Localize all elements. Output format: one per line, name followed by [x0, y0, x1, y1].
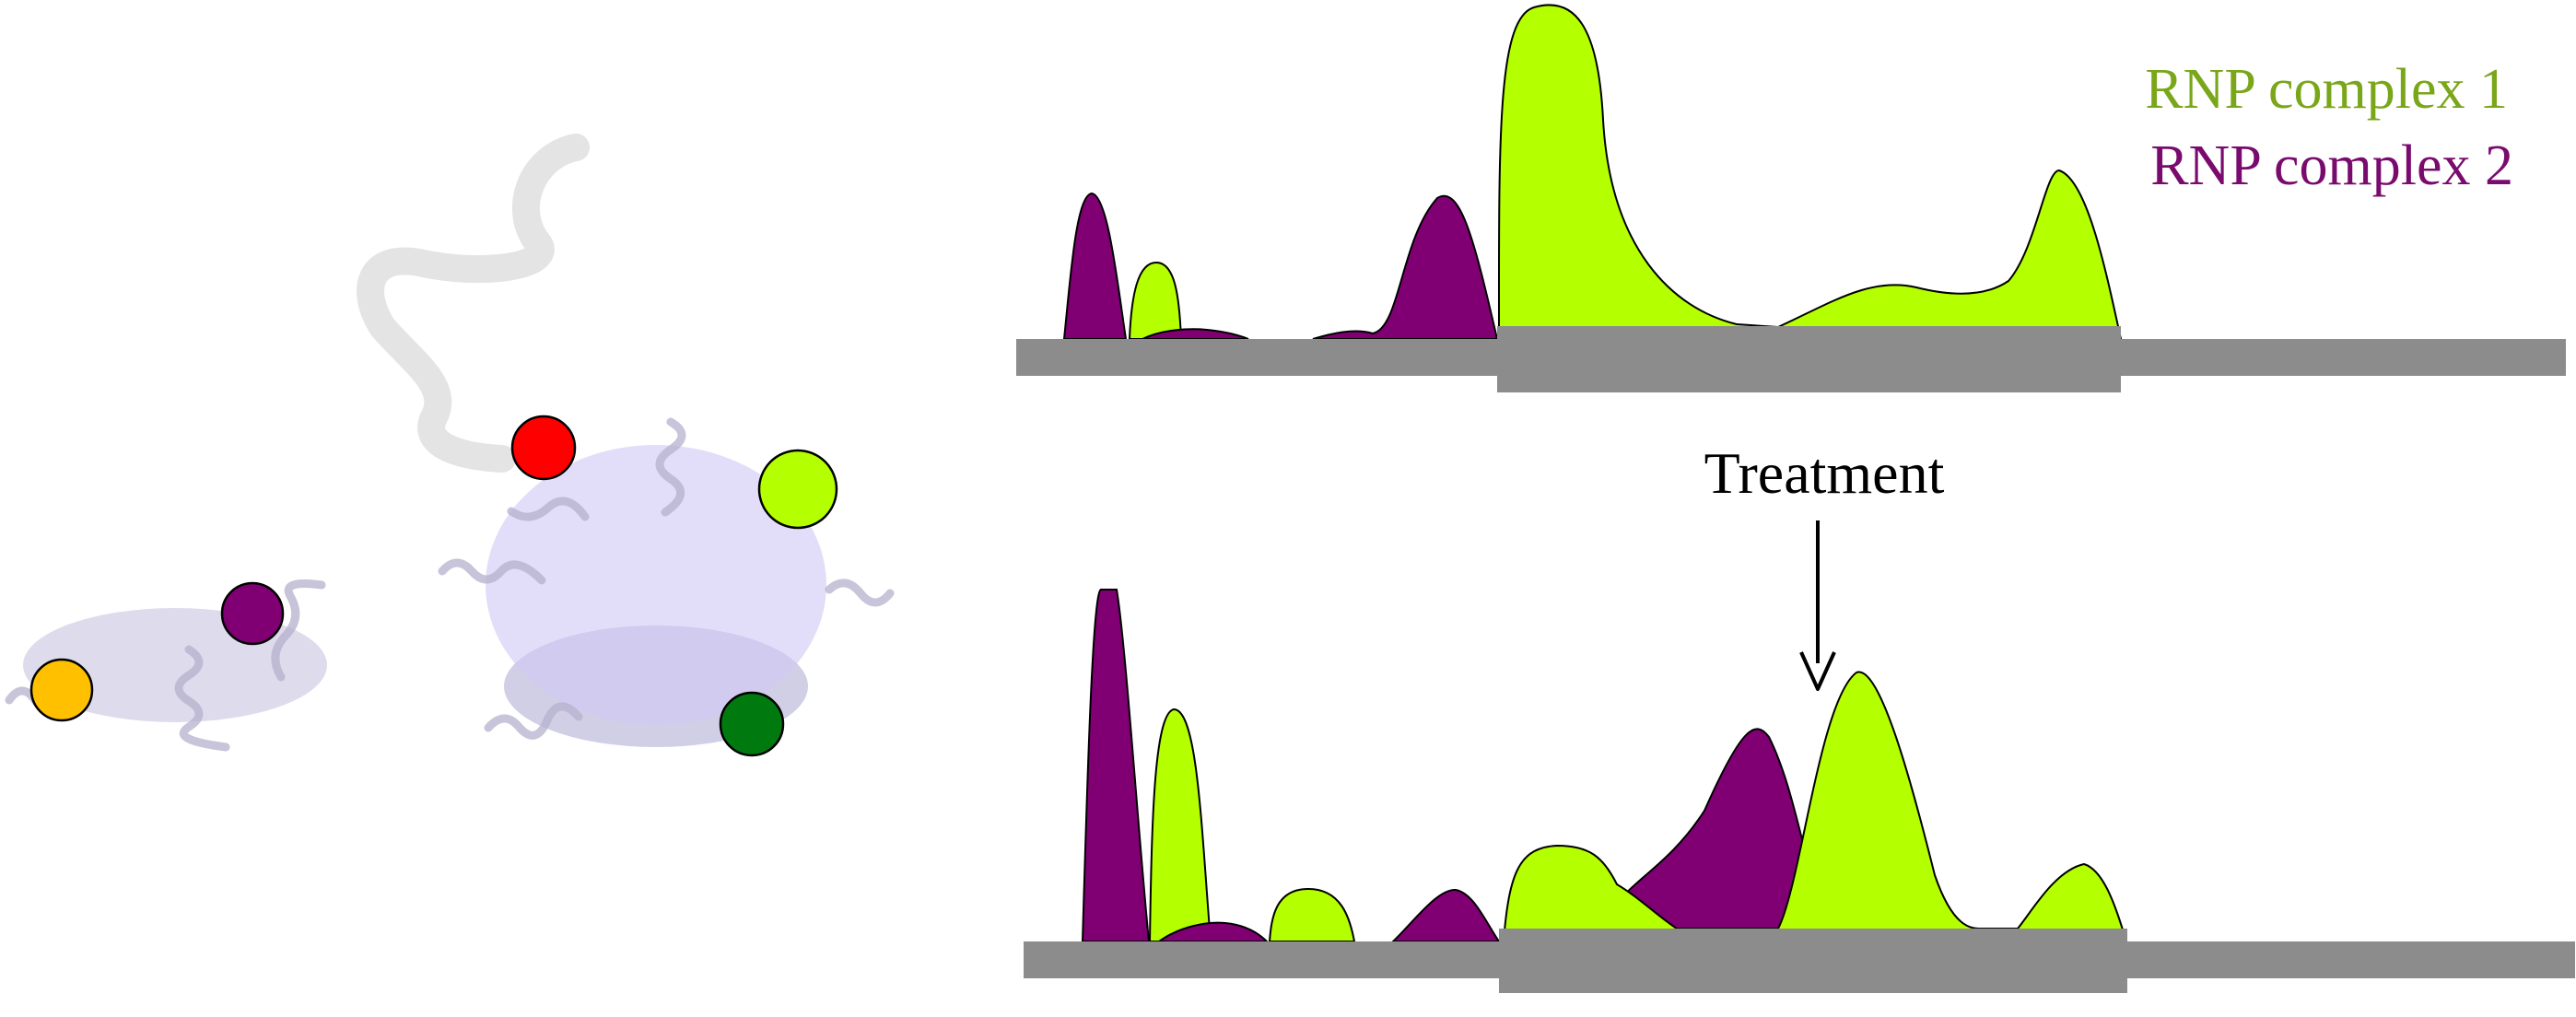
profile-after-treatment: [1024, 589, 2575, 993]
legend: RNP complex 1 RNP complex 2: [2145, 58, 2513, 197]
peak-complex2: [1081, 589, 1151, 942]
gradient-fraction-block: [1497, 326, 2121, 392]
rna-squiggle-icon: [484, 702, 583, 740]
rna-squiggle-icon: [174, 645, 230, 752]
protein-orange-icon: [29, 658, 94, 722]
peak-complex2: [1062, 192, 1128, 340]
peak-complex2: [1142, 328, 1249, 340]
gradient-fraction-block: [1499, 929, 2127, 993]
rna-squiggle-icon: [438, 558, 546, 585]
rna-squiggle-icon: [655, 417, 686, 517]
rna-squiggle-icon: [507, 497, 590, 521]
protein-purple-icon: [220, 581, 285, 646]
peak-complex1: [1502, 671, 2128, 942]
peak-complex1: [1148, 707, 1212, 942]
legend-complex1: RNP complex 1: [2145, 58, 2508, 121]
treatment-arrow-head-icon: [1799, 651, 1836, 691]
protein-red-icon: [510, 415, 577, 481]
legend-complex2: RNP complex 2: [2150, 134, 2513, 197]
protein-lime-icon: [757, 449, 838, 530]
peak-complex1: [1128, 261, 1183, 340]
large-particle-icon: [486, 445, 826, 725]
peak-complex2: [1312, 194, 1499, 340]
rna-strand-icon: [357, 134, 590, 473]
profile-before-treatment: [1016, 4, 2566, 392]
peak-complex2: [1390, 888, 1501, 942]
particle-illustration: [5, 134, 895, 757]
peak-complex1: [1497, 4, 2123, 340]
protein-green-icon: [719, 691, 785, 757]
peak-complex1: [1268, 887, 1356, 942]
rna-squiggle-icon: [825, 579, 895, 607]
peak-complex2: [1155, 921, 1270, 942]
treatment-annotation: Treatment: [1704, 440, 1945, 691]
rna-squiggle-icon: [271, 579, 326, 682]
treatment-label: Treatment: [1704, 440, 1945, 506]
